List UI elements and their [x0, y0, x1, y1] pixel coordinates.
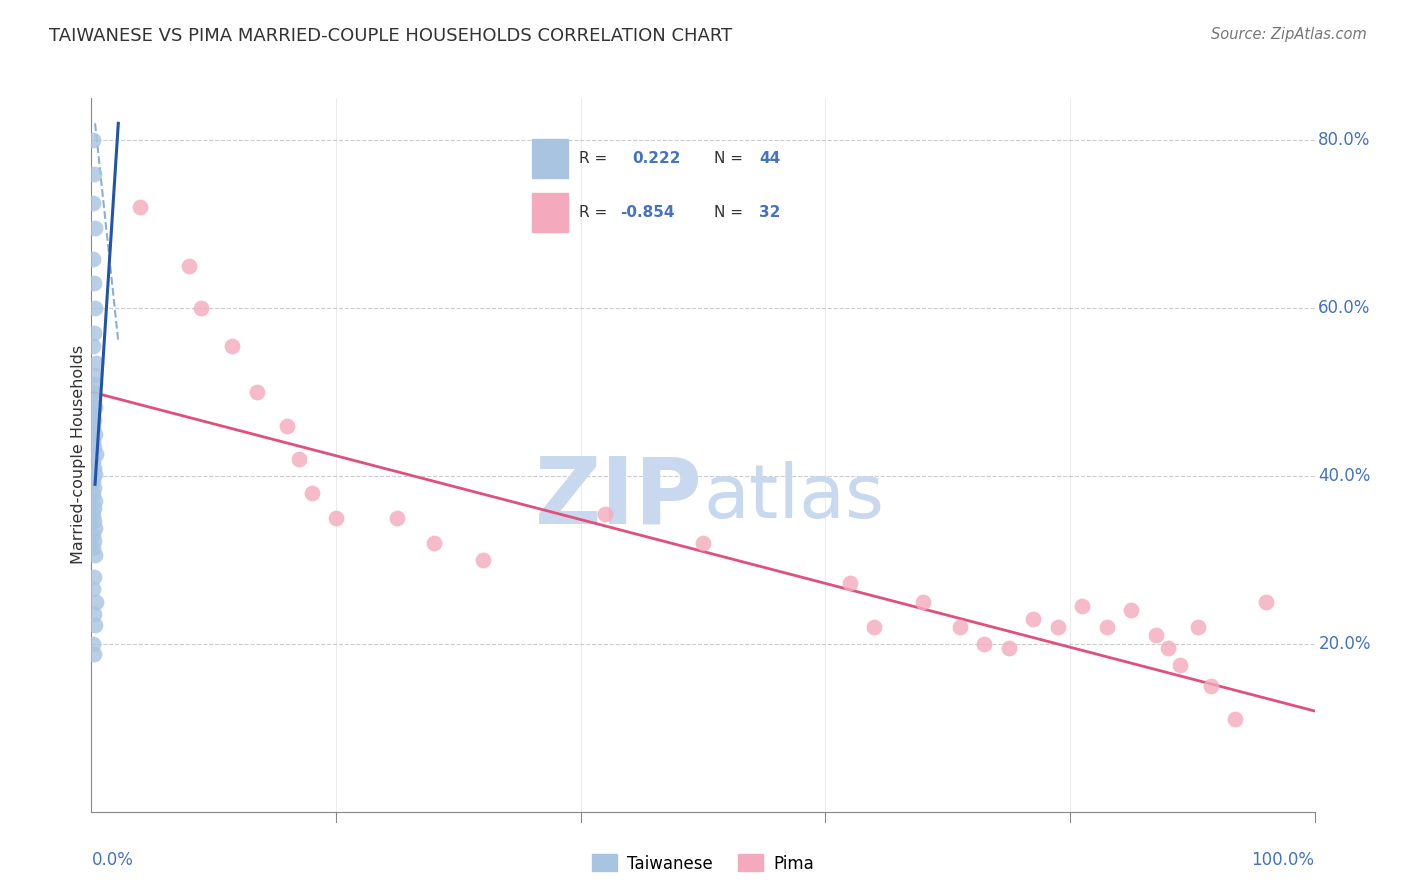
Y-axis label: Married-couple Households: Married-couple Households: [70, 345, 86, 565]
Point: [82, 133, 104, 147]
Point: [84, 595, 107, 609]
Point: [84, 355, 107, 369]
Point: [84, 618, 107, 632]
Point: [1199, 679, 1222, 693]
Point: [82, 527, 104, 541]
Point: [83, 500, 105, 515]
Point: [84, 548, 107, 562]
Point: [82, 196, 104, 211]
Point: [1144, 628, 1167, 642]
Point: [83, 368, 105, 383]
Text: 40.0%: 40.0%: [1319, 467, 1371, 485]
Point: [973, 637, 995, 651]
Point: [83, 460, 105, 475]
Point: [84, 467, 107, 482]
Point: [83, 569, 105, 583]
Text: 20.0%: 20.0%: [1319, 635, 1371, 653]
Point: [385, 511, 409, 525]
Text: Source: ZipAtlas.com: Source: ZipAtlas.com: [1211, 27, 1367, 42]
Point: [83, 534, 105, 549]
Point: [1095, 620, 1118, 634]
Point: [84, 426, 107, 441]
Point: [82, 582, 104, 597]
Point: [83, 413, 105, 427]
Point: [1121, 603, 1143, 617]
Point: [82, 487, 104, 501]
Text: atlas: atlas: [703, 461, 884, 534]
Point: [190, 301, 212, 315]
Point: [863, 620, 886, 634]
Point: [1254, 595, 1277, 609]
Point: [912, 595, 935, 609]
Point: [593, 507, 616, 521]
Point: [83, 647, 105, 661]
Point: [838, 576, 860, 591]
Point: [82, 384, 104, 399]
Text: TAIWANESE VS PIMA MARRIED-COUPLE HOUSEHOLDS CORRELATION CHART: TAIWANESE VS PIMA MARRIED-COUPLE HOUSEHO…: [49, 27, 733, 45]
Point: [84, 521, 107, 535]
Point: [84, 301, 107, 315]
Text: 60.0%: 60.0%: [1319, 299, 1371, 317]
Point: [83, 276, 105, 290]
Point: [83, 441, 105, 455]
Point: [83, 326, 105, 341]
Point: [301, 485, 323, 500]
Point: [949, 620, 972, 634]
Point: [84, 221, 107, 235]
Point: [1046, 620, 1069, 634]
Point: [692, 536, 714, 550]
Point: [179, 259, 201, 273]
Point: [998, 640, 1021, 655]
Point: [83, 481, 105, 495]
Point: [83, 393, 105, 408]
Point: [82, 407, 104, 421]
Point: [82, 637, 104, 651]
Point: [82, 252, 104, 267]
Point: [471, 553, 494, 567]
Point: [1157, 640, 1180, 655]
Point: [83, 514, 105, 528]
Point: [82, 434, 104, 448]
Point: [423, 536, 446, 550]
Point: [84, 494, 107, 508]
Point: [325, 511, 347, 525]
Point: [288, 452, 311, 467]
Point: [276, 418, 298, 433]
Point: [83, 167, 105, 181]
Text: 0.0%: 0.0%: [91, 851, 134, 869]
Point: [1022, 612, 1045, 626]
Text: 80.0%: 80.0%: [1319, 131, 1371, 149]
Point: [82, 420, 104, 434]
Point: [82, 339, 104, 353]
Point: [83, 607, 105, 621]
Point: [82, 454, 104, 468]
Point: [84, 376, 107, 391]
Point: [1187, 620, 1209, 634]
Legend: Taiwanese, Pima: Taiwanese, Pima: [585, 847, 821, 880]
Text: ZIP: ZIP: [536, 453, 703, 542]
Point: [129, 200, 152, 214]
Text: 100.0%: 100.0%: [1251, 851, 1315, 869]
Point: [82, 541, 104, 555]
Point: [1223, 712, 1246, 726]
Point: [221, 339, 243, 353]
Point: [1071, 599, 1094, 613]
Point: [1168, 657, 1191, 672]
Point: [82, 474, 104, 488]
Point: [84, 400, 107, 414]
Point: [84, 447, 107, 461]
Point: [245, 384, 267, 399]
Point: [82, 508, 104, 522]
